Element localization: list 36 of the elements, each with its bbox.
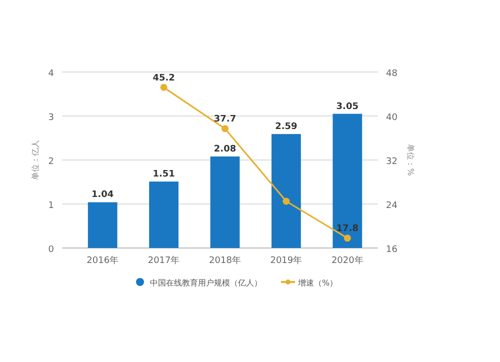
bar [210, 156, 240, 248]
y-tick-label: 1 [48, 201, 54, 211]
data-label: 2.08 [214, 144, 236, 154]
data-label: 45.2 [152, 73, 175, 84]
y-tick-label: 3 [48, 113, 54, 123]
bar [88, 202, 118, 248]
y2-tick-label: 16 [386, 245, 398, 255]
x-tick-label: 2019年 [270, 255, 302, 266]
bar [272, 134, 301, 248]
data-label: 2.59 [275, 122, 298, 132]
y2-tick-label: 24 [386, 201, 398, 211]
point [344, 234, 351, 242]
point [282, 198, 290, 205]
data-label: 17.8 [336, 224, 359, 234]
y2-tick-label: 40 [386, 113, 398, 123]
y2-tick-label: 48 [386, 69, 398, 79]
y-tick-label: 4 [48, 69, 54, 79]
y2-axis-title: 单位：% [406, 144, 415, 176]
bar [332, 114, 362, 248]
data-label: 3.05 [336, 102, 359, 112]
x-tick-label: 2016年 [86, 255, 119, 266]
point [222, 125, 228, 132]
x-tick-label: 2017年 [148, 255, 180, 266]
data-label: 1.04 [91, 190, 114, 200]
data-label: 1.51 [152, 170, 175, 180]
y-axis-title: 单位：亿人 [31, 140, 40, 180]
y-tick-label: 2 [48, 157, 54, 167]
x-tick-label: 2018年 [209, 255, 241, 266]
x-tick-label: 2020年 [331, 255, 364, 266]
bar [149, 182, 178, 248]
legend-label: 中国在线教育用户规模（亿人） [150, 278, 262, 288]
y2-tick-label: 32 [386, 157, 398, 167]
data-label: 37.7 [214, 114, 236, 125]
legend-label: 增速（%） [297, 278, 338, 288]
point [160, 84, 168, 91]
y-tick-label: 0 [48, 245, 54, 255]
